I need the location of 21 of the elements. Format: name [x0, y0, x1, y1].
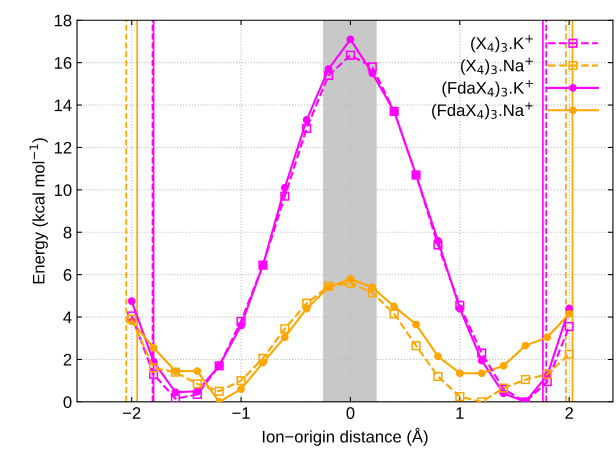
y-tick-label: 8 [64, 226, 72, 238]
y-tick-label: 0 [64, 396, 72, 408]
y-tick-label: 16 [54, 57, 72, 69]
y-tick-label: 6 [64, 269, 72, 281]
y-tick-label: 2 [64, 354, 72, 366]
y-axis-title: Energy (kcal mol$^{−1}$) [30, 138, 48, 284]
y-tick-label: 4 [63, 312, 72, 324]
legend-label: (X$_{4}$)$_{3}$.Na$^{+}$ [460, 58, 533, 75]
y-tick-label: 12 [54, 142, 72, 154]
x-tick-label: 1 [456, 407, 464, 419]
y-tick-label: 14 [54, 100, 72, 112]
x-axis-title: Ion−origin distance (Å) [262, 428, 428, 446]
legend-label: (FdaX$_{4}$)$_{3}$.K$^{+}$ [442, 80, 533, 98]
x-tick-label: 0 [346, 407, 354, 419]
y-tick-label: 18 [54, 14, 72, 26]
y-tick-label: 10 [54, 184, 72, 196]
x-tick-label: −2 [123, 407, 140, 419]
x-tick-label: 2 [565, 407, 573, 419]
legend-label: (X$_{4}$)$_{3}$.K$^{+}$ [471, 35, 533, 52]
legend-label: (FdaX$_{4}$)$_{3}$.Na$^{+}$ [432, 102, 533, 120]
x-tick-label: −1 [232, 407, 250, 419]
